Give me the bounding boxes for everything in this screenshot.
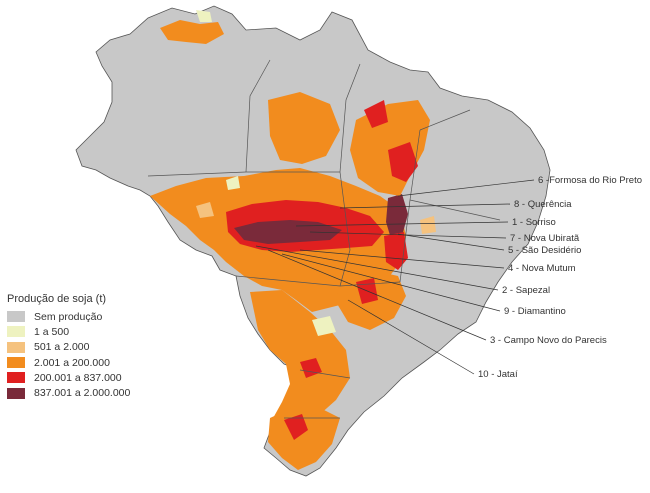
- leader-querencia: [339, 203, 511, 209]
- region-very-high-formosa: [386, 194, 408, 242]
- leader-sao-desiderio: [397, 233, 505, 251]
- callout-label-querencia: 8 - Querência: [514, 199, 572, 210]
- map-legend: Produção de soja (t) Sem produção 1 a 50…: [7, 293, 197, 401]
- leader-sorriso: [295, 221, 509, 227]
- leader-nova-mutum: [299, 249, 505, 269]
- region-roraima-soy: [160, 20, 224, 44]
- region-very-high-sorriso: [234, 220, 342, 244]
- legend-label: 200.001 a 837.000: [34, 371, 122, 384]
- leader-jatai: [347, 299, 475, 375]
- callout-label-formosa: 6 -Formosa do Rio Preto: [538, 175, 642, 186]
- callout-label-sao-desiderio: 5 - São Desidério: [508, 245, 581, 256]
- legend-label: 2.001 a 200.000: [34, 356, 110, 369]
- legend-label: 1 a 500: [34, 325, 70, 338]
- region-light-patch-3: [196, 202, 214, 218]
- legend-label: 501 a 2.000: [34, 341, 90, 354]
- region-bahia-red: [384, 232, 408, 270]
- callout-label-jatai: 10 - Jataí: [478, 369, 518, 380]
- callout-label-sapezal: 2 - Sapezal: [502, 285, 550, 296]
- leader-campo-novo: [267, 249, 487, 341]
- legend-item-837001-2000000: 837.001 a 2.000.000: [7, 385, 197, 400]
- legend-swatch: [7, 372, 25, 384]
- legend-label: Sem produção: [34, 310, 103, 323]
- callout-leaders: [255, 179, 535, 375]
- region-light-patch-2: [312, 316, 336, 336]
- callout-label-diamantino: 9 - Diamantino: [504, 306, 566, 317]
- region-light-patch-1: [226, 176, 240, 190]
- region-maranhao-red: [364, 100, 388, 128]
- legend-swatch: [7, 311, 25, 323]
- state-boundaries: [147, 59, 501, 419]
- callout-label-nova-mutum: 4 - Nova Mutum: [508, 263, 576, 274]
- leader-diamantino: [281, 253, 501, 312]
- callout-label-campo-novo: 3 - Campo Novo do Parecis: [490, 335, 607, 346]
- callout-label-sorriso: 1 - Sorriso: [512, 217, 556, 228]
- legend-title: Produção de soja (t): [7, 293, 107, 305]
- callout-labels: 6 -Formosa do Rio Preto 8 - Querência 1 …: [478, 175, 642, 380]
- leader-nova-ubirata: [309, 231, 507, 239]
- legend-item-200001-837000: 200.001 a 837.000: [7, 370, 197, 385]
- legend-swatch: [7, 387, 25, 399]
- leader-formosa: [397, 179, 535, 197]
- leader-sapezal: [255, 245, 499, 291]
- region-light-patch-4: [420, 216, 436, 234]
- region-roraima-low: [196, 10, 212, 22]
- region-rs-red: [284, 414, 308, 440]
- region-para-orange: [268, 92, 340, 164]
- legend-item-1-500: 1 a 500: [7, 324, 197, 339]
- legend-swatch: [7, 357, 25, 369]
- callout-label-nova-ubirata: 7 - Nova Ubiratã: [510, 233, 580, 244]
- legend-label: 837.001 a 2.000.000: [34, 387, 131, 400]
- legend-item-501-2000: 501 a 2.000: [7, 340, 197, 355]
- region-parana-red: [300, 358, 322, 378]
- legend-item-2001-200000: 2.001 a 200.000: [7, 355, 197, 370]
- legend-item-no-production: Sem produção: [7, 309, 197, 324]
- legend-swatch: [7, 341, 25, 353]
- region-matopiba-red: [388, 142, 418, 182]
- legend-swatch: [7, 326, 25, 338]
